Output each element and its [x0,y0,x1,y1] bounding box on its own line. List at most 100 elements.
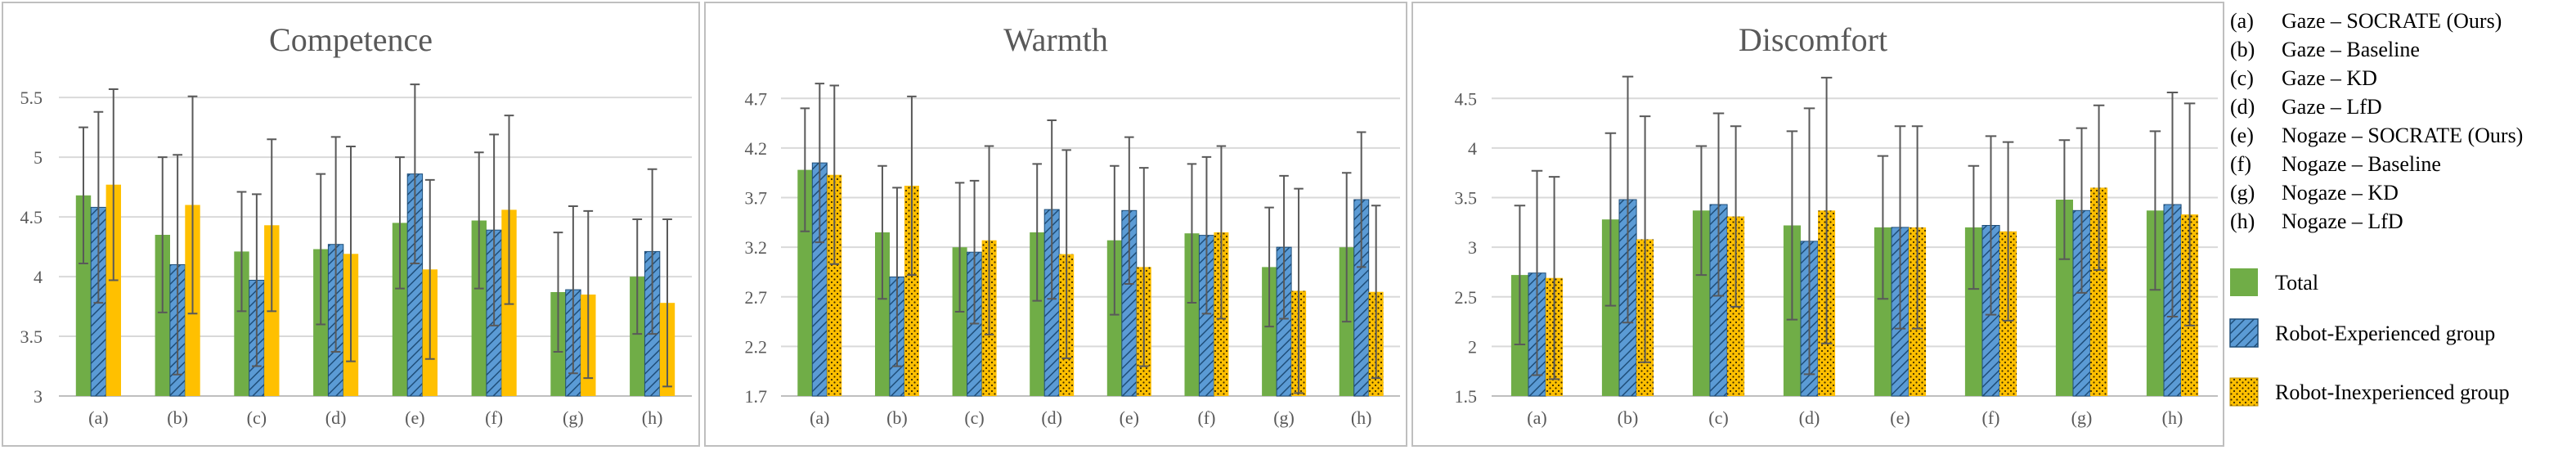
error-bar [1786,130,1798,321]
bar-total [1106,240,1122,396]
bar-total [1874,227,1892,396]
error-bar [504,115,514,305]
error-bar [2149,130,2161,291]
error-bar [1187,163,1197,304]
error-bar [1264,206,1274,328]
competence-chart: Competence 3 3.5 4 4.5 5 5.5 (a) (b) (c) (d) (e) (f… [2,2,700,447]
bar-total [630,277,645,396]
y-tick-label: 3.7 [745,188,768,209]
error-bar [410,83,420,265]
bar-total [471,220,487,396]
x-tick-label: (d) [325,407,347,428]
error-bar [892,187,902,367]
bar-total [1692,210,1710,396]
bar-total [2055,200,2073,396]
y-tick-label: 2.5 [1455,287,1478,308]
legend-condition-key: (f) [2230,152,2251,176]
bar-total [875,232,890,396]
error-bar [93,110,104,304]
bar-inexperienced [2090,187,2108,396]
error-bar [1548,176,1560,380]
y-tick-label: 2 [1468,336,1477,357]
x-tick-label: (c) [1708,407,1728,428]
y-tick-label: 3.5 [1455,188,1478,209]
error-bar [251,193,262,367]
error-bar [647,168,657,335]
bar-total [155,235,170,396]
error-bar [187,95,198,315]
x-tick-label: (c) [964,407,984,428]
error-bar [1047,119,1057,300]
x-tick-label: (a) [1527,407,1546,428]
error-bar [583,209,594,380]
error-bar [1356,131,1367,268]
error-bar [1279,174,1289,320]
error-bar [1604,132,1617,307]
x-tick-label: (d) [1041,407,1062,428]
bar-total [1964,227,1982,396]
error-bar [173,154,183,376]
bar-total [1030,232,1045,396]
bar-total [1262,267,1277,396]
legend-condition-label: Gaze – SOCRATE (Ours) [2282,9,2502,33]
error-bar [829,84,840,265]
series-legend: Total Robot-Experienced group Robot-Inex… [2229,268,2510,407]
error-bar [984,145,994,335]
y-tick-label: 3.5 [20,326,43,347]
x-tick-label: (d) [1799,407,1820,428]
x-tick-label: (g) [1273,407,1295,428]
legend-condition-key: (c) [2230,66,2254,90]
x-tick-label: (f) [1197,407,1215,428]
error-bar [1371,205,1381,380]
error-bar [489,133,500,326]
x-tick-label: (c) [247,407,267,428]
error-bar [553,232,563,353]
x-tick-label: (b) [167,407,188,428]
error-bar [330,136,341,353]
legend-label-total: Total [2275,271,2318,295]
bar-inexperienced [827,174,842,396]
x-tick-label: (b) [886,407,908,428]
error-bar [316,173,326,326]
error-bar [2183,102,2196,326]
error-bar [1110,164,1120,316]
error-bar [236,191,247,313]
x-tick-label: (f) [485,407,503,428]
y-tick-label: 4 [34,267,43,287]
error-bar [1514,205,1526,345]
legend-condition-key: (e) [2230,124,2254,147]
legend-condition-key: (g) [2230,181,2255,205]
x-tick-label: (a) [88,407,108,428]
x-tick-label: (h) [1351,407,1372,428]
bar-total [1601,219,1619,396]
bar-total [1184,233,1200,396]
chart-title: Competence [269,21,433,58]
error-bar [1201,155,1212,315]
condition-legend: (a) Gaze – SOCRATE (Ours) (b) Gaze – Baseli… [2230,9,2523,233]
bar-total [797,169,813,396]
y-tick-label: 4.5 [20,207,43,227]
error-bar [877,164,887,300]
legend-condition-label: Gaze – LfD [2282,95,2382,119]
error-bar [2093,104,2105,272]
legend-label-experienced: Robot-Experienced group [2275,322,2495,345]
error-bar [2002,141,2014,322]
error-bar [2076,127,2088,294]
error-bar [346,146,356,362]
y-tick-label: 1.7 [745,386,768,407]
legend-condition-label: Nogaze – Baseline [2282,152,2441,176]
legend: (a) Gaze – SOCRATE (Ours) (b) Gaze – Baseli… [2229,9,2523,407]
x-tick-label: (b) [1618,407,1639,428]
legend-condition-key: (b) [2230,38,2255,61]
error-bar [662,218,672,388]
x-tick-label: (g) [563,407,584,428]
bar-total [75,195,92,396]
y-tick-label: 4.7 [745,88,768,109]
error-bar [1341,172,1352,323]
legend-condition-label: Gaze – Baseline [2282,38,2420,61]
y-tick-label: 2.7 [745,287,768,308]
legend-condition-label: Nogaze – LfD [2282,209,2403,233]
error-bar [1032,163,1042,302]
chart-title: Discomfort [1739,21,1887,58]
legend-swatch-inexperienced [2229,377,2259,407]
